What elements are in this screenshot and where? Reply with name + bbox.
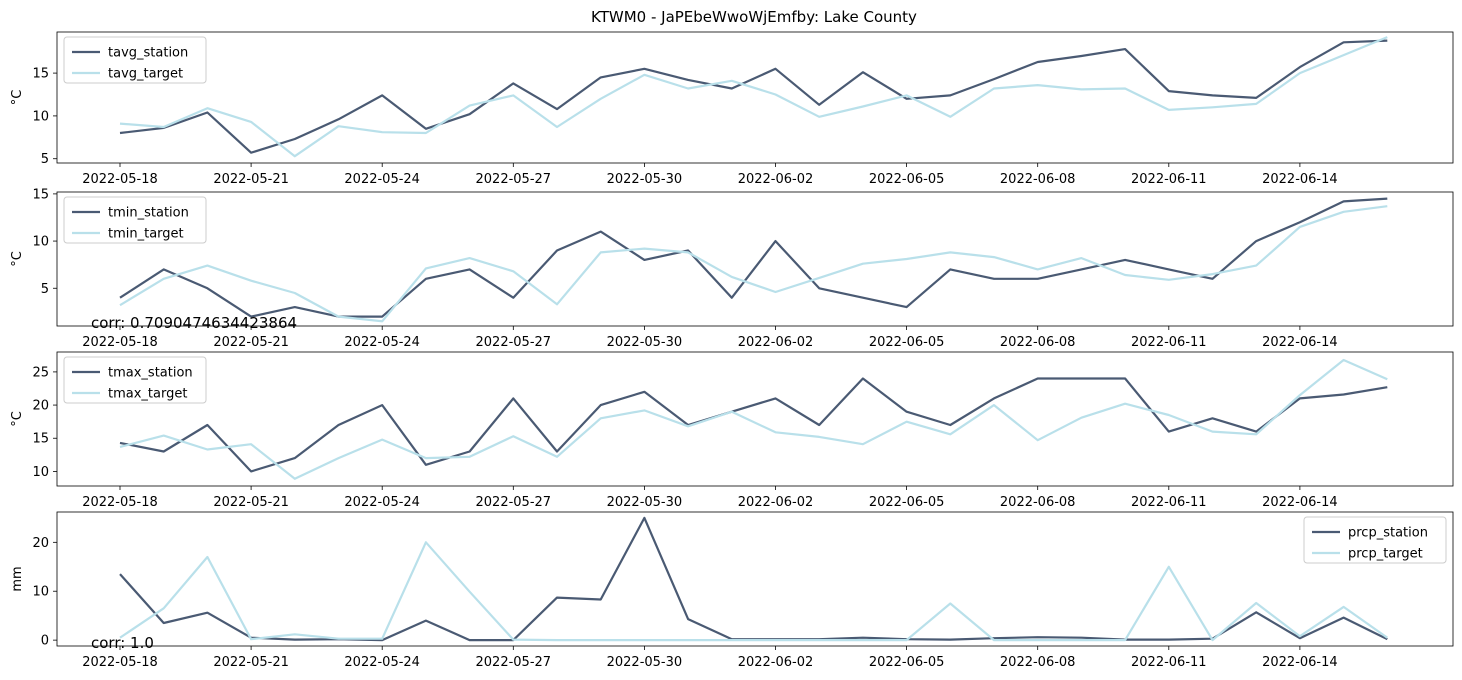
x-tick-label: 2022-06-05 bbox=[869, 495, 945, 510]
x-tick-label: 2022-05-24 bbox=[344, 495, 420, 510]
axes-frame bbox=[56, 31, 1454, 164]
legend-label: tavg_target bbox=[108, 67, 183, 82]
y-axis-label: °C bbox=[10, 251, 25, 267]
x-tick-label: 2022-06-08 bbox=[1000, 495, 1076, 510]
x-tick-label: 2022-05-18 bbox=[82, 655, 158, 670]
legend-label: tmax_station bbox=[108, 366, 193, 381]
x-tick-label: 2022-06-05 bbox=[869, 335, 945, 350]
y-tick-label: 15 bbox=[32, 67, 49, 82]
x-tick-label: 2022-05-21 bbox=[213, 172, 289, 187]
y-axis-label: mm bbox=[10, 566, 25, 591]
x-tick-label: 2022-05-21 bbox=[213, 335, 289, 350]
legend-label: prcp_station bbox=[1348, 526, 1428, 541]
y-tick-label: 15 bbox=[32, 432, 49, 447]
x-tick-label: 2022-06-11 bbox=[1131, 335, 1207, 350]
legend: tavg_station tavg_target bbox=[63, 36, 207, 84]
correlation-annotation: corr: 1.0 bbox=[91, 634, 154, 652]
x-tick-label: 2022-06-11 bbox=[1131, 172, 1207, 187]
chart-panels: 2022-05-18 2022-05-21 2022-05-24 2022-05-27… bbox=[10, 31, 1454, 670]
series-line-tavg_station bbox=[119, 39, 1388, 154]
x-tick-label: 2022-05-21 bbox=[213, 655, 289, 670]
x-tick-label: 2022-05-27 bbox=[476, 495, 552, 510]
legend: prcp_station prcp_target bbox=[1303, 516, 1447, 564]
axes-frame bbox=[56, 351, 1454, 487]
y-tick-label: 5 bbox=[41, 282, 49, 297]
y-tick-label: 0 bbox=[41, 634, 49, 649]
x-tick-label: 2022-06-02 bbox=[738, 655, 814, 670]
series-line-tmin_target bbox=[119, 205, 1388, 323]
legend-label: tmin_target bbox=[108, 227, 184, 242]
y-tick-label: 10 bbox=[32, 465, 49, 480]
x-tick-label: 2022-05-18 bbox=[82, 495, 158, 510]
x-tick-label: 2022-06-02 bbox=[738, 172, 814, 187]
x-tick-label: 2022-06-02 bbox=[738, 495, 814, 510]
y-axis-label: °C bbox=[10, 411, 25, 427]
axes-frame bbox=[56, 191, 1454, 327]
legend: tmax_station tmax_target bbox=[63, 356, 207, 404]
x-tick-label: 2022-05-24 bbox=[344, 655, 420, 670]
x-tick-label: 2022-06-08 bbox=[1000, 172, 1076, 187]
series-line-prcp_station bbox=[119, 516, 1388, 642]
x-tick-label: 2022-06-11 bbox=[1131, 495, 1207, 510]
series-line-tmax_target bbox=[119, 358, 1388, 480]
x-tick-label: 2022-05-27 bbox=[476, 172, 552, 187]
x-tick-label: 2022-05-24 bbox=[344, 172, 420, 187]
x-tick-label: 2022-05-30 bbox=[607, 335, 683, 350]
y-axis-label: °C bbox=[10, 90, 25, 106]
legend: tmin_station tmin_target bbox=[63, 196, 207, 244]
x-tick-label: 2022-05-30 bbox=[607, 495, 683, 510]
x-tick-label: 2022-05-18 bbox=[82, 335, 158, 350]
x-tick-label: 2022-05-30 bbox=[607, 172, 683, 187]
axes-frame bbox=[56, 511, 1454, 647]
x-tick-label: 2022-05-30 bbox=[607, 655, 683, 670]
x-tick-label: 2022-05-27 bbox=[476, 655, 552, 670]
legend-box bbox=[63, 36, 207, 84]
legend-box bbox=[63, 356, 207, 404]
y-tick-label: 20 bbox=[32, 399, 49, 414]
x-tick-label: 2022-06-05 bbox=[869, 655, 945, 670]
x-tick-label: 2022-05-18 bbox=[82, 172, 158, 187]
y-tick-label: 10 bbox=[32, 109, 49, 124]
y-tick-label: 5 bbox=[41, 152, 49, 167]
figure-title: KTWM0 - JaPEbeWwoWjEmfby: Lake County bbox=[591, 8, 917, 26]
x-tick-label: 2022-06-08 bbox=[1000, 655, 1076, 670]
x-tick-label: 2022-06-11 bbox=[1131, 655, 1207, 670]
y-tick-label: 20 bbox=[32, 536, 49, 551]
series-line-prcp_target bbox=[119, 541, 1388, 642]
y-tick-label: 10 bbox=[32, 235, 49, 250]
y-tick-label: 15 bbox=[32, 187, 49, 202]
chart-panel-tavg: 2022-05-18 2022-05-21 2022-05-24 2022-05-27… bbox=[10, 31, 1454, 187]
correlation-annotation: corr: 0.7090474634423864 bbox=[91, 314, 297, 332]
chart-panel-tmax: 2022-05-18 2022-05-21 2022-05-24 2022-05-27… bbox=[10, 351, 1454, 510]
series-line-tavg_target bbox=[119, 36, 1388, 158]
x-tick-label: 2022-06-08 bbox=[1000, 335, 1076, 350]
y-tick-label: 25 bbox=[32, 365, 49, 380]
y-tick-label: 10 bbox=[32, 585, 49, 600]
x-tick-label: 2022-05-27 bbox=[476, 335, 552, 350]
x-tick-label: 2022-05-21 bbox=[213, 495, 289, 510]
x-tick-label: 2022-06-02 bbox=[738, 335, 814, 350]
legend-label: tmax_target bbox=[108, 387, 187, 402]
legend-box bbox=[63, 196, 207, 244]
series-line-tmin_station bbox=[119, 197, 1388, 318]
x-tick-label: 2022-06-05 bbox=[869, 172, 945, 187]
chart-panel-tmin: 2022-05-18 2022-05-21 2022-05-24 2022-05-27… bbox=[10, 187, 1454, 350]
x-tick-label: 2022-06-14 bbox=[1262, 495, 1338, 510]
x-tick-label: 2022-06-14 bbox=[1262, 655, 1338, 670]
series-line-tmax_station bbox=[119, 377, 1388, 473]
chart-panel-prcp: 2022-05-18 2022-05-21 2022-05-24 2022-05-27… bbox=[10, 511, 1454, 670]
x-tick-label: 2022-06-14 bbox=[1262, 172, 1338, 187]
legend-label: tmin_station bbox=[108, 206, 189, 221]
legend-label: prcp_target bbox=[1348, 547, 1423, 562]
x-tick-label: 2022-05-24 bbox=[344, 335, 420, 350]
legend-box bbox=[1303, 516, 1447, 564]
legend-label: tavg_station bbox=[108, 46, 188, 61]
x-tick-label: 2022-06-14 bbox=[1262, 335, 1338, 350]
